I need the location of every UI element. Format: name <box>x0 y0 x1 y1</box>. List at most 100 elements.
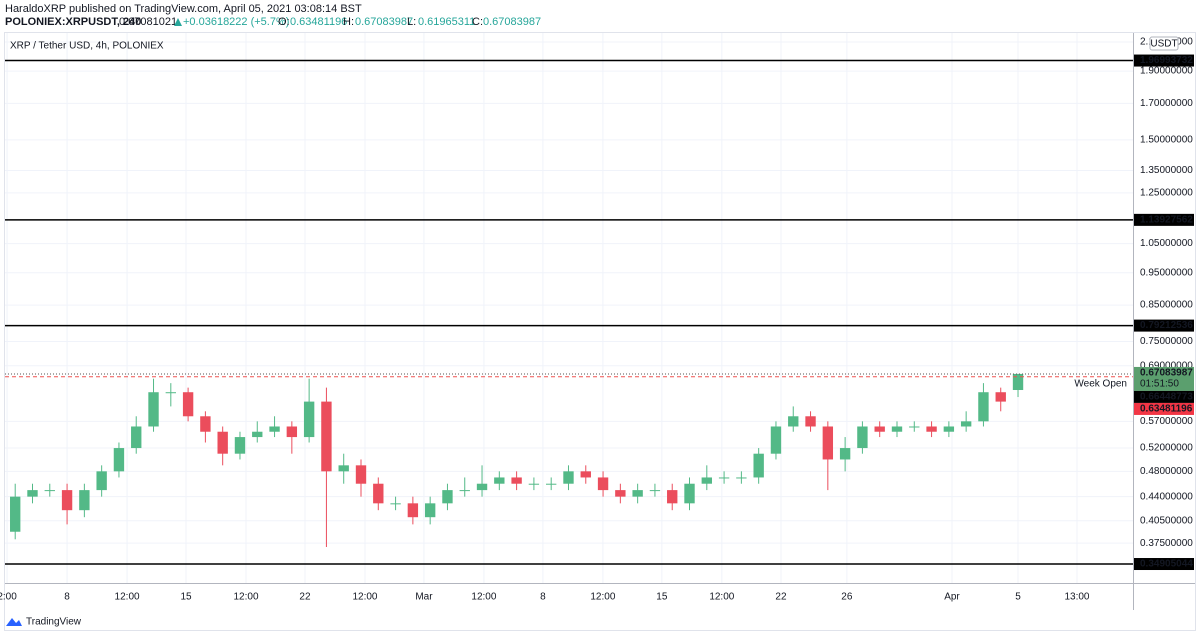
level-label: 0.34905044 <box>1140 559 1193 570</box>
candle-body <box>718 477 730 479</box>
candle-body <box>476 483 488 491</box>
candle-body <box>200 416 211 432</box>
x-tick-label: 12:00 <box>471 592 496 603</box>
brand: TradingView <box>26 617 82 628</box>
x-tick-label: 5 <box>1015 592 1021 603</box>
ohlc-value: 0.67083987 <box>355 16 413 28</box>
chart-title: XRP / Tether USD, 4h, POLONIEX <box>10 41 164 52</box>
y-tick-label: 0.95000000 <box>1140 267 1193 278</box>
level-label: 0.79212536 <box>1140 320 1193 331</box>
plot: 2.100000001.900000001.700000001.50000000… <box>0 33 1194 603</box>
y-tick-label: 0.44000000 <box>1140 491 1193 502</box>
y-tick-label: 1.35000000 <box>1140 165 1193 176</box>
ohlc-label: H: <box>343 16 354 28</box>
candle-body <box>511 477 522 484</box>
symbol-line: POLONIEX:XRPUSDT, 240 0.67081021 +0.0361… <box>5 16 541 28</box>
candle-body <box>148 392 159 427</box>
candle-body <box>926 426 937 432</box>
last-price-box <box>1134 366 1194 391</box>
week-open-text: Week Open <box>1074 378 1127 389</box>
candle-body <box>131 426 142 449</box>
candle-body <box>736 477 747 479</box>
countdown: 01:51:50 <box>1140 379 1179 390</box>
candle-body <box>580 471 591 478</box>
candle-body <box>839 448 851 460</box>
last: 0.67081021 <box>119 16 177 28</box>
x-tick-label: 12:00 <box>234 592 259 603</box>
x-tick-label: 12:00 <box>352 592 377 603</box>
x-tick-label: 8 <box>64 592 70 603</box>
x-tick-label: 15 <box>180 592 192 603</box>
ohlc-label: L: <box>407 16 416 28</box>
candle-body <box>459 490 470 492</box>
x-tick-label: Mar <box>415 592 433 603</box>
open-price-box <box>1134 402 1194 415</box>
candle-body <box>286 426 298 438</box>
candle-body <box>442 490 453 504</box>
y-tick-label: 1.05000000 <box>1140 238 1193 249</box>
candle-body <box>494 477 505 484</box>
candle-body <box>632 490 643 497</box>
y-tick-label: 0.37500000 <box>1140 538 1193 549</box>
ohlc-label: C: <box>472 16 483 28</box>
ohlc-label: O: <box>278 16 290 28</box>
y-tick-label: 0.69000000 <box>1140 360 1193 371</box>
candle-body <box>943 426 955 432</box>
y-tick-label: 0.40500000 <box>1140 515 1193 526</box>
x-tick-label: 26 <box>841 592 853 603</box>
candle-body <box>269 426 280 432</box>
candle-body <box>891 426 903 432</box>
chart-frame <box>4 32 1196 631</box>
y-tick-label: 1.25000000 <box>1140 188 1193 199</box>
candle-body <box>753 453 764 478</box>
candle-body <box>407 503 419 518</box>
candle-body <box>390 503 401 505</box>
candle-body <box>355 465 367 484</box>
open-price-label: 0.63481196 <box>1140 404 1193 415</box>
level-label-box <box>1134 213 1194 226</box>
candle-body <box>10 496 21 532</box>
candle-body <box>182 392 194 417</box>
x-tick-label: 12:00 <box>590 592 615 603</box>
candle-body <box>546 483 557 485</box>
week-open-label: 0.66448773 <box>1140 392 1193 403</box>
candle-body <box>96 471 107 491</box>
candle-body <box>27 490 38 497</box>
candle-body <box>978 392 989 422</box>
candle-body <box>61 490 73 511</box>
level-label: 1.13927562 <box>1140 215 1193 226</box>
candle-body <box>79 490 90 511</box>
candle-body <box>217 431 228 454</box>
x-tick-label: 12:00 <box>115 592 140 603</box>
candle-body <box>667 490 678 504</box>
y-tick-label: 0.57000000 <box>1140 416 1193 427</box>
candle-body <box>597 477 609 491</box>
y-tick-label: 0.85000000 <box>1140 300 1193 311</box>
level-label: 1.96993732 <box>1140 55 1193 66</box>
up-arrow <box>174 18 182 26</box>
x-tick-label: 15 <box>656 592 668 603</box>
candle-body <box>528 483 540 485</box>
candle-body <box>424 503 436 518</box>
x-tick-label: Apr <box>944 592 960 603</box>
candle-body <box>165 392 176 394</box>
candle-body <box>909 426 920 428</box>
candle-body <box>234 437 246 454</box>
level-label-box <box>1134 54 1194 67</box>
candle-body <box>995 392 1006 402</box>
y-tick-label: 0.75000000 <box>1140 336 1193 347</box>
x-tick-label: 2:00 <box>0 592 17 603</box>
currency: USDT <box>1150 39 1177 50</box>
y-tick-label: 0.52000000 <box>1140 443 1193 454</box>
candle-body <box>960 421 972 427</box>
x-tick-label: 12:00 <box>709 592 734 603</box>
candle-body <box>321 401 332 472</box>
candle-body <box>857 426 868 449</box>
logo-icon <box>6 618 22 626</box>
y-tick-label: 0.48000000 <box>1140 466 1193 477</box>
ohlc-value: 0.63481196 <box>290 16 347 28</box>
y-tick-label: 1.50000000 <box>1140 134 1193 145</box>
candle-body <box>1012 373 1024 391</box>
